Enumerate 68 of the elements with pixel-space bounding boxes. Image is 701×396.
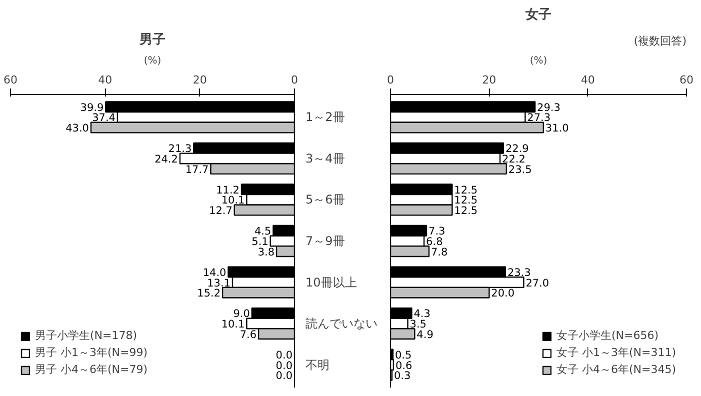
data-label: 13.1 xyxy=(207,277,231,290)
data-label: 37.4 xyxy=(92,112,116,124)
x-tick-label: 20 xyxy=(482,74,496,86)
y-tick-label: 3～4冊 xyxy=(306,151,345,166)
x-tick-label: 20 xyxy=(192,74,207,86)
y-tick-label: 不明 xyxy=(306,358,330,372)
data-label: 22.9 xyxy=(505,143,529,156)
chart-title: 女子 xyxy=(524,8,552,22)
data-label: 12.5 xyxy=(454,184,478,196)
data-label: 7.3 xyxy=(428,226,446,238)
data-label: 0.5 xyxy=(394,349,412,362)
data-label: 0.3 xyxy=(394,370,411,382)
data-label: 7.6 xyxy=(240,328,257,341)
legend-label: 男子小学生(N=178) xyxy=(35,328,138,343)
data-label: 0.0 xyxy=(276,370,293,382)
data-label: 11.2 xyxy=(216,184,240,196)
x-tick-label: 0 xyxy=(387,74,394,86)
y-tick-label: 7～9冊 xyxy=(306,234,345,248)
data-label: 27.3 xyxy=(527,112,551,124)
data-label: 21.3 xyxy=(168,143,192,156)
data-label: 7.8 xyxy=(430,246,448,258)
data-label: 3.8 xyxy=(258,246,275,258)
data-label: 5.1 xyxy=(252,236,268,248)
data-label: 0.0 xyxy=(276,360,293,372)
x-tick-label: 40 xyxy=(580,74,595,86)
x-tick-label: 60 xyxy=(4,74,18,86)
x-tick-label: 0 xyxy=(291,74,298,86)
legend-label: 女子 小1～3年(N=311) xyxy=(556,345,676,360)
data-label: 27.0 xyxy=(526,277,550,290)
data-label: 31.0 xyxy=(545,122,569,135)
data-label: 4.3 xyxy=(414,308,430,320)
x-tick-label: 40 xyxy=(98,74,112,86)
data-label: 20.0 xyxy=(491,288,515,300)
x-axis-title: (%) xyxy=(144,56,162,66)
y-tick-label: 読んでいない xyxy=(306,316,378,331)
data-label: 15.2 xyxy=(197,288,221,300)
data-label: 12.5 xyxy=(454,194,478,207)
data-label: 3.5 xyxy=(410,318,426,331)
data-label: 43.0 xyxy=(66,122,89,135)
legend-label: 女子小学生(N=656) xyxy=(556,328,658,343)
data-label: 12.7 xyxy=(209,205,232,218)
y-tick-label: 10冊以上 xyxy=(306,275,357,290)
legend-label: 男子 小4～6年(N=79) xyxy=(35,362,148,377)
data-label: 10.1 xyxy=(221,318,245,331)
data-label: 23.5 xyxy=(508,164,532,176)
legend-label: 女子 小4～6年(N=345) xyxy=(556,362,676,377)
data-label: 17.7 xyxy=(185,164,209,176)
x-axis-title: (%) xyxy=(530,56,548,66)
y-tick-label: 1～2冊 xyxy=(306,110,345,124)
data-label: 6.8 xyxy=(426,236,443,248)
x-tick-label: 60 xyxy=(680,74,694,86)
data-label: 4.9 xyxy=(416,328,434,341)
data-label: 9.0 xyxy=(233,308,250,320)
data-label: 0.0 xyxy=(276,349,293,362)
text: (複数回答) xyxy=(634,34,687,48)
data-label: 23.3 xyxy=(507,266,531,279)
data-label: 0.6 xyxy=(395,360,412,372)
data-label: 4.5 xyxy=(254,226,272,238)
data-label: 12.5 xyxy=(454,205,478,218)
data-label: 22.2 xyxy=(502,153,526,166)
legend-label: 男子 小1～3年(N=99) xyxy=(35,345,148,360)
chart-title: 男子 xyxy=(138,32,166,48)
data-label: 14.0 xyxy=(202,266,226,279)
data-label: 24.2 xyxy=(154,153,178,166)
data-label: 39.9 xyxy=(80,102,104,114)
data-label: 10.1 xyxy=(221,194,245,207)
data-label: 29.3 xyxy=(537,102,560,114)
y-tick-label: 5～6冊 xyxy=(306,192,345,207)
